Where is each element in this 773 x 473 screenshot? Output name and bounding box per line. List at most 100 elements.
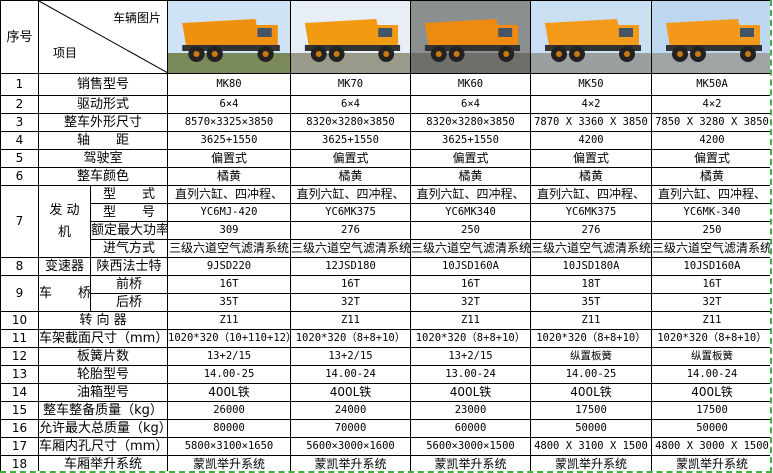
table-row: 10 转 向 器 Z11 Z11 Z11 Z11 Z11 bbox=[0, 311, 770, 330]
row-label: 驱动形式 bbox=[38, 95, 168, 114]
table-row: 17 车厢内孔尺寸（mm） 5800×3100×1650 5600×3000×1600… bbox=[0, 437, 770, 456]
spec-cell: 50000 bbox=[530, 419, 652, 438]
spec-cell: 17500 bbox=[651, 401, 770, 420]
row-sub-label: 后桥 bbox=[90, 293, 168, 312]
spec-cell: 1020*320（8+8+10） bbox=[290, 329, 411, 348]
table-row: 15 整车整备质量（kg） 26000 24000 23000 17500 17500 bbox=[0, 401, 770, 420]
table-row: 1 销售型号 MK80 MK70 MK60 MK50 MK50A bbox=[0, 73, 770, 96]
spec-cell: 7870 X 3360 X 3850 bbox=[530, 113, 652, 132]
table-row: 13 轮胎型号 14.00-25 14.00-24 13.00-24 14.00-25 14… bbox=[0, 365, 770, 384]
spec-cell: 12JSD180 bbox=[290, 257, 411, 276]
item-header-label: 项目 bbox=[53, 46, 78, 60]
spec-cell: 偏置式 bbox=[651, 149, 770, 168]
spec-cell: 偏置式 bbox=[410, 149, 531, 168]
row-label: 转 向 器 bbox=[38, 311, 168, 330]
row-label: 整车颜色 bbox=[38, 167, 168, 186]
spec-cell: 1020*320（8+8+10） bbox=[651, 329, 770, 348]
spec-cell: 直列六缸、四冲程、 bbox=[651, 185, 770, 204]
spec-cell: Z11 bbox=[290, 311, 411, 330]
spec-cell: 三级六道空气滤清系统 bbox=[290, 239, 411, 258]
spec-cell: 13+2/15 bbox=[410, 347, 531, 366]
spec-cell: 4×2 bbox=[530, 95, 652, 114]
spec-cell: 直列六缸、四冲程、 bbox=[167, 185, 291, 204]
header-row: 序号 车辆图片 项目 bbox=[0, 0, 770, 74]
row-sub-label: 型 号 bbox=[90, 203, 168, 222]
spec-cell: 4×2 bbox=[651, 95, 770, 114]
row-number: 14 bbox=[0, 383, 39, 402]
spec-cell: Z11 bbox=[530, 311, 652, 330]
spec-cell: 4200 bbox=[651, 131, 770, 150]
table-row: 8 变速器 陕西法士特 9JSD220 12JSD180 10JSD160A 10JSD18… bbox=[0, 257, 770, 276]
row-number: 7 bbox=[0, 185, 39, 258]
spec-cell: 橘黄 bbox=[530, 167, 652, 186]
table-row: 16 允许最大总质量（kg） 80000 70000 60000 50000 50000 bbox=[0, 419, 770, 438]
table-row: 14 油箱型号 400L铁 400L铁 400L铁 400L铁 400L铁 bbox=[0, 383, 770, 402]
spec-cell: 250 bbox=[410, 221, 531, 240]
row-sub-label: 额定最大功率 bbox=[90, 221, 168, 240]
spec-cell: 32T bbox=[651, 293, 770, 312]
spec-cell: Z11 bbox=[410, 311, 531, 330]
row-label: 车厢内孔尺寸（mm） bbox=[38, 437, 168, 456]
spec-cell: 纵置板簧 bbox=[651, 347, 770, 366]
row-label: 整车整备质量（kg） bbox=[38, 401, 168, 420]
row-label: 车架截面尺寸（mm） bbox=[38, 329, 168, 348]
spec-cell: 50000 bbox=[651, 419, 770, 438]
spec-cell: 10JSD180A bbox=[530, 257, 652, 276]
spec-cell: 蒙凯举升系统 bbox=[167, 455, 291, 471]
spec-cell: MK70 bbox=[290, 73, 411, 96]
spec-cell: MK50A bbox=[651, 73, 770, 96]
spec-cell: MK60 bbox=[410, 73, 531, 96]
spec-cell: 8320×3280×3850 bbox=[410, 113, 531, 132]
row-number: 8 bbox=[0, 257, 39, 276]
spec-cell: 35T bbox=[530, 293, 652, 312]
spec-cell: 16T bbox=[167, 275, 291, 294]
spec-cell: 偏置式 bbox=[530, 149, 652, 168]
spec-cell: 32T bbox=[410, 293, 531, 312]
spec-cell: MK80 bbox=[167, 73, 291, 96]
table-row: 12 板簧片数 13+2/15 13+2/15 13+2/15 纵置板簧 纵置板簧 bbox=[0, 347, 770, 366]
spec-cell: 蒙凯举升系统 bbox=[651, 455, 770, 471]
row-number: 9 bbox=[0, 275, 39, 312]
row-number: 13 bbox=[0, 365, 39, 384]
spec-cell: 24000 bbox=[290, 401, 411, 420]
spec-cell: 23000 bbox=[410, 401, 531, 420]
spec-cell: 三级六道空气滤清系统 bbox=[651, 239, 770, 258]
image-header-label: 车辆图片 bbox=[112, 11, 161, 25]
vehicle-image-mk80 bbox=[167, 0, 291, 74]
spec-cell: 三级六道空气滤清系统 bbox=[410, 239, 531, 258]
truck-photo bbox=[168, 1, 290, 73]
row-label: 轴 距 bbox=[38, 131, 168, 150]
spec-cell: 1020*320（8+8+10） bbox=[410, 329, 531, 348]
spec-cell: 14.00-25 bbox=[530, 365, 652, 384]
row-label: 油箱型号 bbox=[38, 383, 168, 402]
spec-cell: 80000 bbox=[167, 419, 291, 438]
spec-cell: 橘黄 bbox=[290, 167, 411, 186]
spec-cell: MK50 bbox=[530, 73, 652, 96]
spec-cell: 6×4 bbox=[290, 95, 411, 114]
spec-cell: 3625+1550 bbox=[167, 131, 291, 150]
row-number: 12 bbox=[0, 347, 39, 366]
spec-cell: 400L铁 bbox=[651, 383, 770, 402]
spec-cell: 13+2/15 bbox=[290, 347, 411, 366]
table-row: 3 整车外形尺寸 8570×3325×3850 8320×3280×3850 8320×… bbox=[0, 113, 770, 132]
row-number: 10 bbox=[0, 311, 39, 330]
row-number: 1 bbox=[0, 73, 39, 96]
vehicle-image-mk60 bbox=[410, 0, 531, 74]
row-label: 轮胎型号 bbox=[38, 365, 168, 384]
spec-cell: YC6MK375 bbox=[290, 203, 411, 222]
spec-cell: 偏置式 bbox=[167, 149, 291, 168]
spec-cell: 4800 X 3100 X 1500 bbox=[530, 437, 652, 456]
diagonal-divider bbox=[39, 1, 167, 73]
row-label: 整车外形尺寸 bbox=[38, 113, 168, 132]
spec-cell: 10JSD160A bbox=[410, 257, 531, 276]
spec-cell: 6×4 bbox=[167, 95, 291, 114]
spec-cell: 5600×3000×1600 bbox=[290, 437, 411, 456]
spec-cell: 7850 X 3280 X 3850 bbox=[651, 113, 770, 132]
row-number: 4 bbox=[0, 131, 39, 150]
index-header: 序号 bbox=[0, 0, 39, 74]
row-label: 车厢举升系统 bbox=[38, 455, 168, 471]
row-label: 板簧片数 bbox=[38, 347, 168, 366]
